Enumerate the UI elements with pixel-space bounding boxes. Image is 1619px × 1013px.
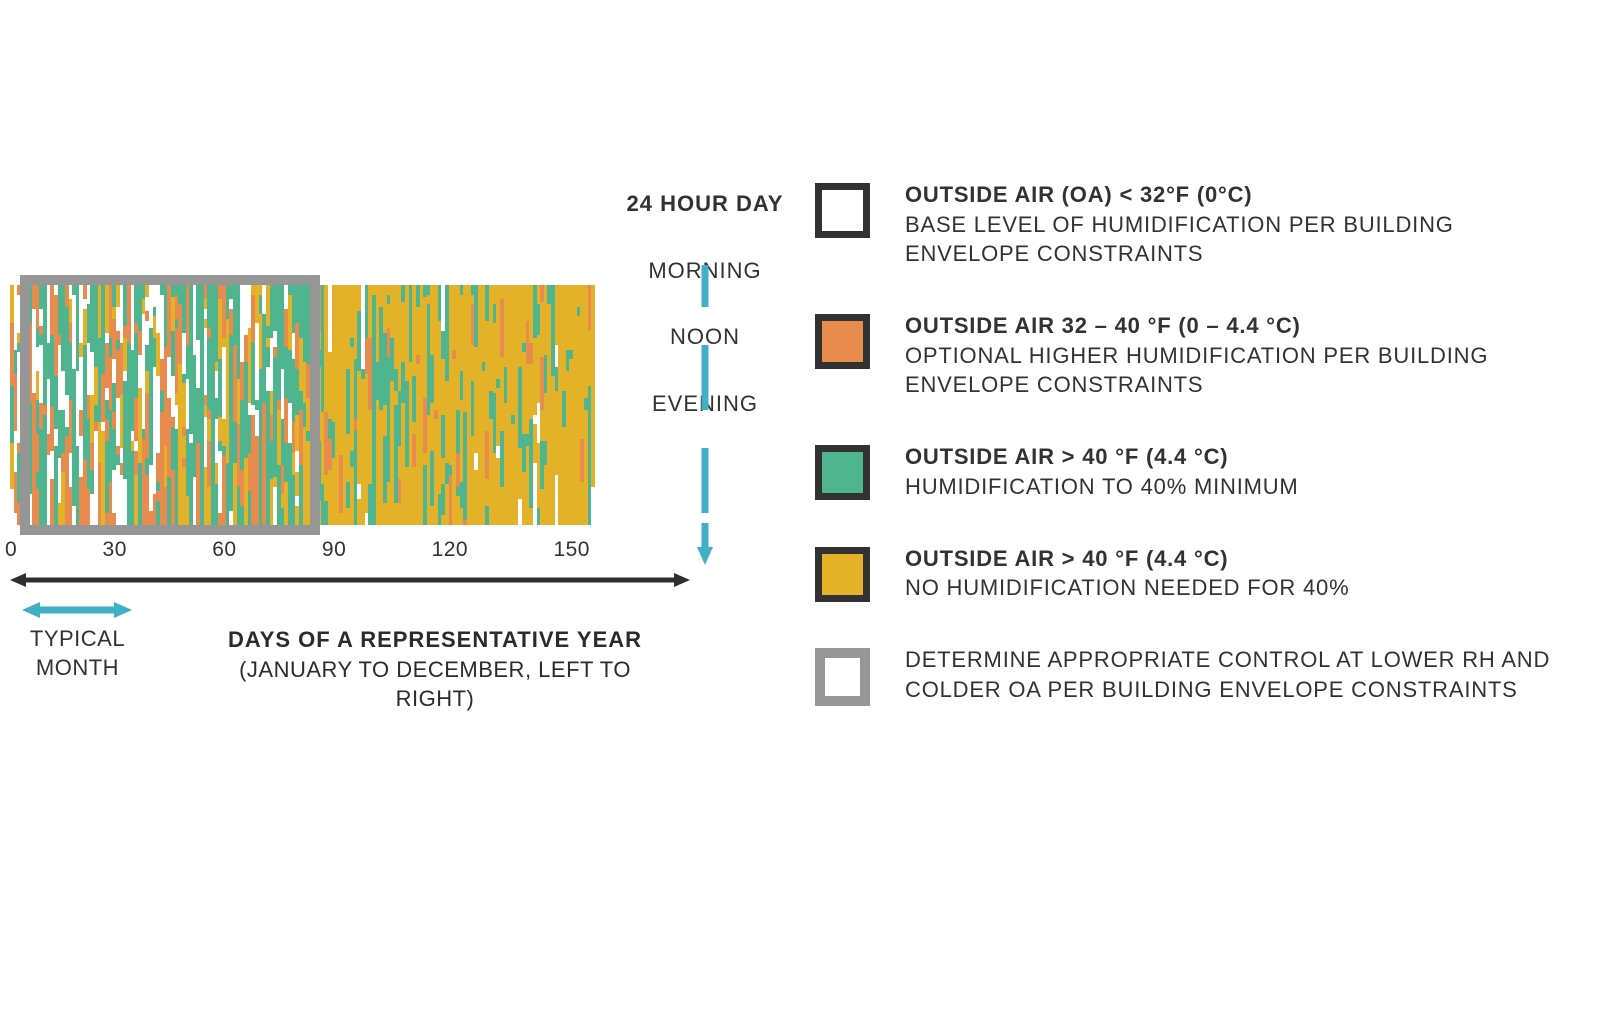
- legend-swatch: [815, 547, 870, 602]
- x-tick-label: 150: [553, 538, 590, 562]
- x-tick-label: 90: [322, 538, 346, 562]
- legend-item: OUTSIDE AIR > 40 °F (4.4 °C)NO HUMIDIFIC…: [815, 544, 1575, 603]
- x-axis-arrow: [10, 570, 690, 590]
- legend: OUTSIDE AIR (OA) < 32°F (0°C)BASE LEVEL …: [815, 180, 1575, 748]
- legend-swatch: [815, 648, 870, 706]
- legend-swatch: [815, 314, 870, 369]
- legend-description: BASE LEVEL OF HUMIDIFICATION PER BUILDIN…: [905, 210, 1575, 269]
- x-axis-ticks: 0306090120150: [10, 538, 605, 562]
- legend-description: DETERMINE APPROPRIATE CONTROL AT LOWER R…: [905, 645, 1575, 704]
- legend-swatch: [815, 445, 870, 500]
- x-tick-label: 120: [432, 538, 469, 562]
- typical-month-label: TYPICAL MONTH: [10, 625, 145, 682]
- legend-heading: OUTSIDE AIR > 40 °F (4.4 °C): [905, 442, 1299, 472]
- heatmap-day-column: [591, 285, 595, 525]
- legend-text: OUTSIDE AIR > 40 °F (4.4 °C)NO HUMIDIFIC…: [905, 544, 1349, 603]
- legend-heading: OUTSIDE AIR > 40 °F (4.4 °C): [905, 544, 1349, 574]
- legend-item: OUTSIDE AIR > 40 °F (4.4 °C)HUMIDIFICATI…: [815, 442, 1575, 501]
- legend-description: OPTIONAL HIGHER HUMIDIFICATION PER BUILD…: [905, 341, 1575, 400]
- time-of-day-arrow: [695, 265, 715, 565]
- days-axis-subtitle: (JANUARY TO DECEMBER, LEFT TO RIGHT): [215, 655, 655, 714]
- typical-month-text: TYPICAL MONTH: [30, 626, 125, 680]
- legend-text: OUTSIDE AIR 32 – 40 °F (0 – 4.4 °C)OPTIO…: [905, 311, 1575, 400]
- x-tick-label: 60: [212, 538, 236, 562]
- legend-item: OUTSIDE AIR (OA) < 32°F (0°C)BASE LEVEL …: [815, 180, 1575, 269]
- legend-text: OUTSIDE AIR (OA) < 32°F (0°C)BASE LEVEL …: [905, 180, 1575, 269]
- x-tick-label: 0: [5, 538, 17, 562]
- days-axis-title: DAYS OF A REPRESENTATIVE YEAR: [215, 625, 655, 655]
- days-axis-label: DAYS OF A REPRESENTATIVE YEAR (JANUARY T…: [215, 625, 655, 714]
- legend-description: NO HUMIDIFICATION NEEDED FOR 40%: [905, 573, 1349, 603]
- legend-swatch: [815, 183, 870, 238]
- legend-text: DETERMINE APPROPRIATE CONTROL AT LOWER R…: [905, 645, 1575, 704]
- x-tick-label: 30: [103, 538, 127, 562]
- day-title: 24 HOUR DAY: [620, 190, 790, 219]
- legend-description: HUMIDIFICATION TO 40% MINIMUM: [905, 472, 1299, 502]
- legend-heading: OUTSIDE AIR 32 – 40 °F (0 – 4.4 °C): [905, 311, 1575, 341]
- legend-heading: OUTSIDE AIR (OA) < 32°F (0°C): [905, 180, 1575, 210]
- typical-month-arrow: [22, 600, 132, 620]
- legend-item: OUTSIDE AIR 32 – 40 °F (0 – 4.4 °C)OPTIO…: [815, 311, 1575, 400]
- heatmap-chart: [10, 285, 595, 525]
- legend-item: DETERMINE APPROPRIATE CONTROL AT LOWER R…: [815, 645, 1575, 706]
- legend-text: OUTSIDE AIR > 40 °F (4.4 °C)HUMIDIFICATI…: [905, 442, 1299, 501]
